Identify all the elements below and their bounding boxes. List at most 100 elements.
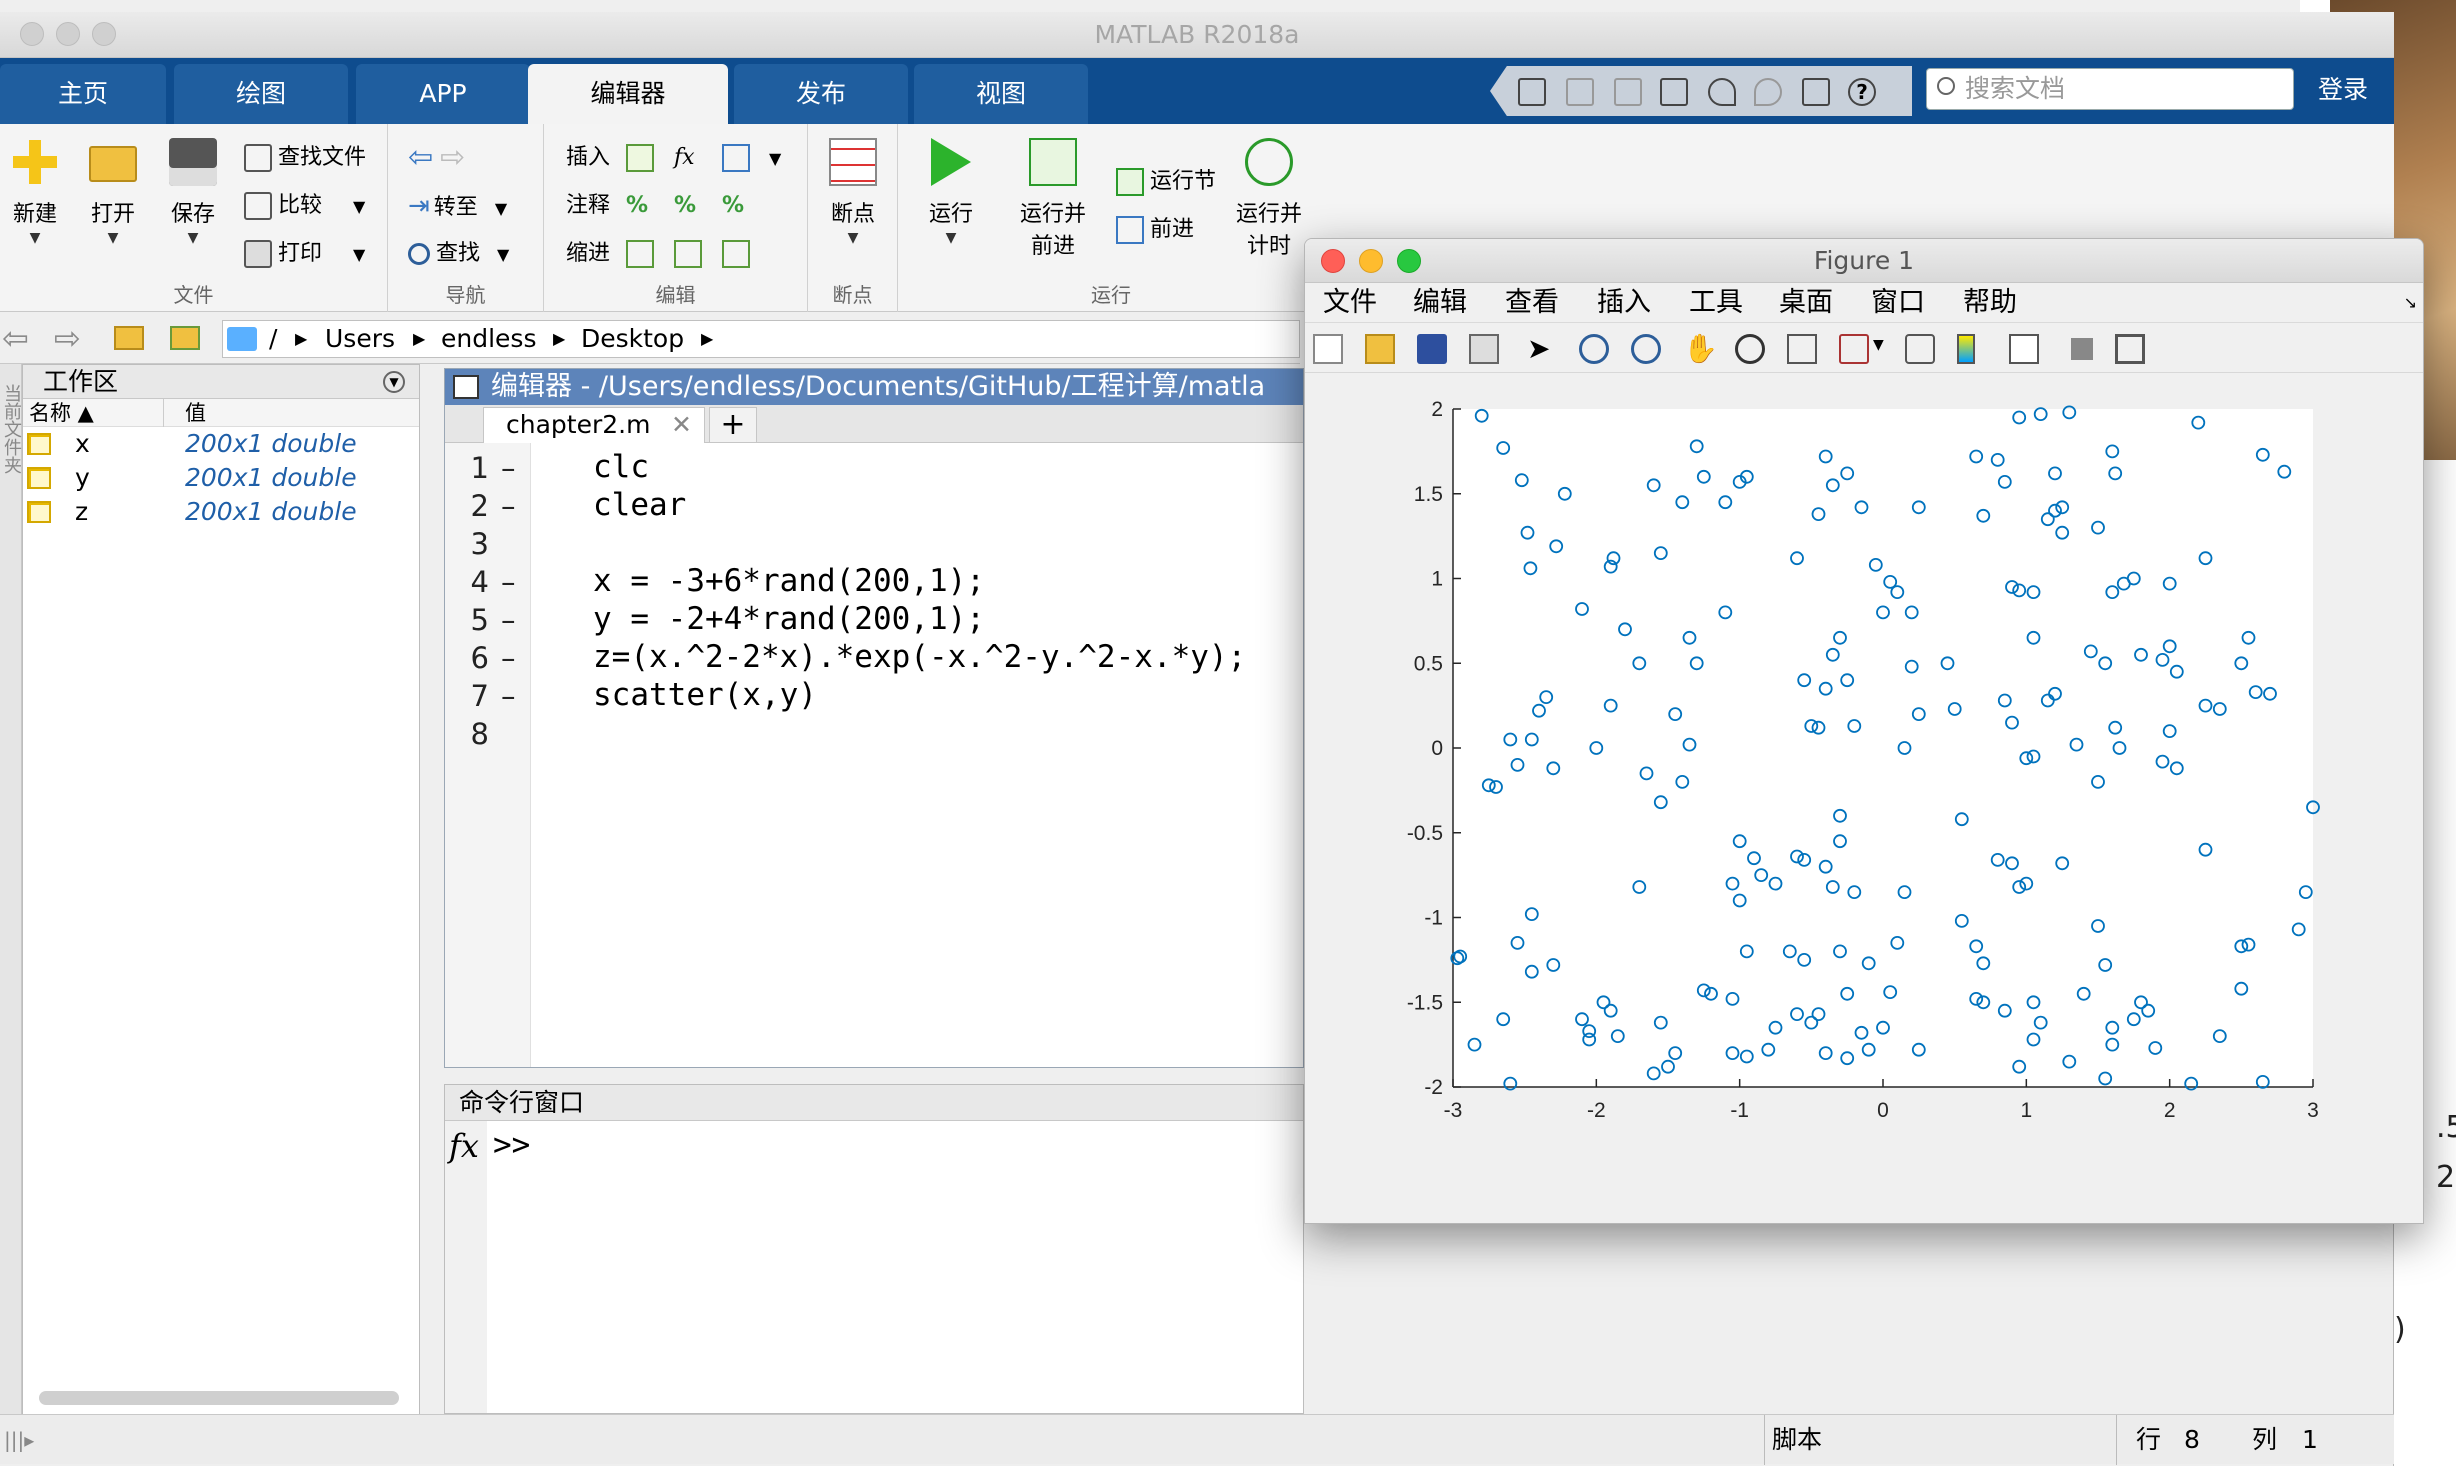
open-file-icon[interactable] [1365, 334, 1395, 364]
tab-home[interactable]: 主页 [0, 64, 166, 124]
smart-indent-icon[interactable] [626, 236, 654, 272]
legend-icon[interactable] [2009, 334, 2039, 364]
comment-percent-icon[interactable]: % [626, 193, 649, 218]
switch-windows-icon[interactable] [1802, 78, 1830, 106]
tab-apps[interactable]: APP [356, 64, 530, 124]
workspace-row[interactable]: x 200x1 double [23, 427, 419, 461]
indent-button[interactable]: 缩进 [566, 236, 610, 272]
show-plot-tools-icon[interactable] [2115, 334, 2145, 364]
find-button[interactable]: 查找 ▼ [408, 236, 509, 272]
column-value-header[interactable]: 值 [185, 401, 206, 425]
goto-button[interactable]: ⇥ 转至 ▼ [408, 188, 507, 224]
undo-icon[interactable] [1708, 78, 1736, 106]
minimize-window-button[interactable] [56, 22, 80, 46]
link-plot-icon[interactable] [1905, 334, 1935, 364]
run-and-advance-button[interactable]: 运行并 前进 [1008, 138, 1098, 260]
cut-icon[interactable] [1566, 78, 1594, 106]
save-figure-icon[interactable] [1417, 334, 1447, 364]
menu-view[interactable]: 查看 [1505, 287, 1559, 318]
insert-function-button[interactable]: fx [674, 145, 695, 170]
print-button[interactable]: 打印 ▼ [244, 236, 365, 272]
comment-button[interactable]: 注释 [566, 188, 610, 224]
menu-tools[interactable]: 工具 [1689, 287, 1743, 318]
print-figure-icon[interactable] [1469, 334, 1499, 364]
code-line[interactable]: clc [593, 449, 649, 485]
command-prompt[interactable]: >> [493, 1127, 531, 1163]
uncomment-percent-icon[interactable]: % [674, 193, 697, 218]
colorbar-icon[interactable] [1957, 334, 1975, 364]
tab-view[interactable]: 视图 [914, 64, 1088, 124]
workspace-actions-icon[interactable]: ▼ [383, 371, 405, 393]
insert-function-icon[interactable]: ▼ [722, 140, 781, 176]
add-tab-button[interactable]: + [709, 407, 757, 443]
menu-window[interactable]: 窗口 [1871, 287, 1925, 318]
menu-insert[interactable]: 插入 [1597, 287, 1651, 318]
back-forward-buttons[interactable]: ⇦ ⇨ [408, 140, 465, 176]
run-and-time-button[interactable]: 运行并 计时 [1224, 138, 1314, 260]
code-line[interactable]: x = -3+6*rand(200,1); [593, 563, 985, 599]
code-line[interactable]: z=(x.^2-2*x).*exp(-x.^2-y.^2-x.*y); [593, 639, 1247, 675]
insert-section-icon[interactable] [626, 140, 654, 176]
code-line[interactable]: clear [593, 487, 687, 523]
close-tab-icon[interactable]: ✕ [671, 410, 692, 439]
scatter-chart[interactable]: -3 -2 -1 0 1 2 3-2-1.5-1-0.500.511.52 [1305, 375, 2424, 1224]
save-icon[interactable] [1518, 78, 1546, 106]
menu-file[interactable]: 文件 [1323, 287, 1377, 318]
new-button[interactable]: 新建 ▼ [0, 138, 80, 246]
copy-icon[interactable] [1614, 78, 1642, 106]
close-window-button[interactable] [20, 22, 44, 46]
zoom-in-icon[interactable] [1579, 334, 1609, 364]
browse-folder-icon[interactable] [170, 326, 200, 350]
back-arrow-icon[interactable]: ⇦ [2, 319, 29, 357]
workspace-row[interactable]: z 200x1 double [23, 495, 419, 529]
compare-button[interactable]: 比较 ▼ [244, 188, 365, 224]
insert-button[interactable]: 插入 [566, 140, 610, 176]
code-line[interactable]: y = -2+4*rand(200,1); [593, 601, 985, 637]
menu-desktop[interactable]: 桌面 [1779, 287, 1833, 318]
login-link[interactable]: 登录 [2318, 75, 2369, 104]
chevron-down-icon[interactable]: ▼ [1873, 337, 1884, 353]
menu-edit[interactable]: 编辑 [1413, 287, 1467, 318]
find-files-button[interactable]: 查找文件 [244, 140, 366, 176]
code-line[interactable]: scatter(x,y) [593, 677, 817, 713]
zoom-out-icon[interactable] [1631, 334, 1661, 364]
path-breadcrumb[interactable]: / ▶ Users ▶ endless ▶ Desktop ▶ [222, 320, 1300, 358]
open-button[interactable]: 打开 ▼ [68, 138, 158, 246]
path-segment-users[interactable]: Users [325, 324, 396, 353]
up-folder-icon[interactable] [114, 326, 144, 350]
workspace-row[interactable]: y 200x1 double [23, 461, 419, 495]
figure-minimize-button[interactable] [1359, 249, 1383, 273]
workspace-horizontal-scrollbar[interactable] [39, 1391, 399, 1405]
increase-indent-icon[interactable] [722, 236, 750, 272]
advance-button[interactable]: 前进 [1116, 212, 1194, 248]
run-section-button[interactable]: 运行节 [1116, 164, 1216, 200]
tab-chapter2-m[interactable]: chapter2.m ✕ [483, 407, 705, 443]
zoom-window-button[interactable] [92, 22, 116, 46]
breakpoints-button[interactable]: 断点 ▼ [808, 138, 898, 246]
search-documentation-input[interactable]: 搜索文档 [1926, 68, 2294, 110]
help-icon[interactable]: ? [1848, 78, 1876, 106]
path-segment-desktop[interactable]: Desktop [581, 324, 685, 353]
hide-plot-tools-icon[interactable] [2071, 338, 2093, 360]
rotate-3d-icon[interactable] [1735, 334, 1765, 364]
pan-hand-icon[interactable]: ✋ [1683, 332, 1718, 365]
wrap-comment-icon[interactable]: % [722, 193, 745, 218]
menu-help[interactable]: 帮助 [1963, 287, 2017, 318]
redo-icon[interactable] [1754, 78, 1782, 106]
figure-zoom-button[interactable] [1397, 249, 1421, 273]
save-button[interactable]: 保存 ▼ [148, 138, 238, 246]
paste-icon[interactable] [1660, 78, 1688, 106]
pointer-icon[interactable]: ➤ [1527, 332, 1551, 365]
function-browser-icon[interactable]: fx [449, 1127, 479, 1165]
path-segment-endless[interactable]: endless [441, 324, 537, 353]
run-button[interactable]: 运行 ▼ [906, 138, 996, 246]
decrease-indent-icon[interactable] [674, 236, 702, 272]
data-cursor-icon[interactable] [1787, 334, 1817, 364]
tab-publish[interactable]: 发布 [734, 64, 908, 124]
tab-plots[interactable]: 绘图 [174, 64, 348, 124]
brush-icon[interactable] [1839, 334, 1869, 364]
figure-close-button[interactable] [1321, 249, 1345, 273]
dock-arrow-icon[interactable]: ↘ [2403, 293, 2417, 312]
column-name-header[interactable]: 名称 ▲ [29, 401, 94, 425]
path-root[interactable]: / [269, 324, 278, 353]
